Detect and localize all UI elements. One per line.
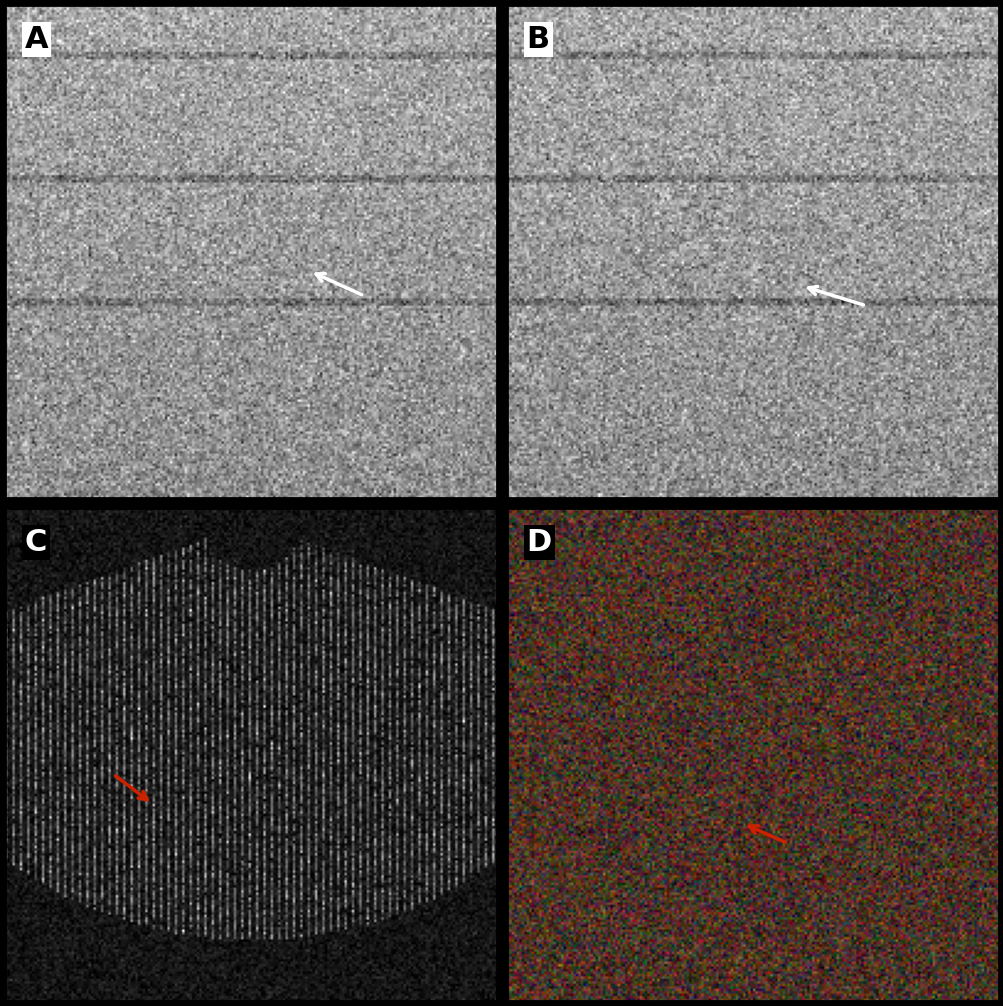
Text: C: C [25, 528, 47, 556]
Text: D: D [527, 528, 552, 556]
Text: B: B [527, 25, 550, 53]
Text: A: A [25, 25, 48, 53]
